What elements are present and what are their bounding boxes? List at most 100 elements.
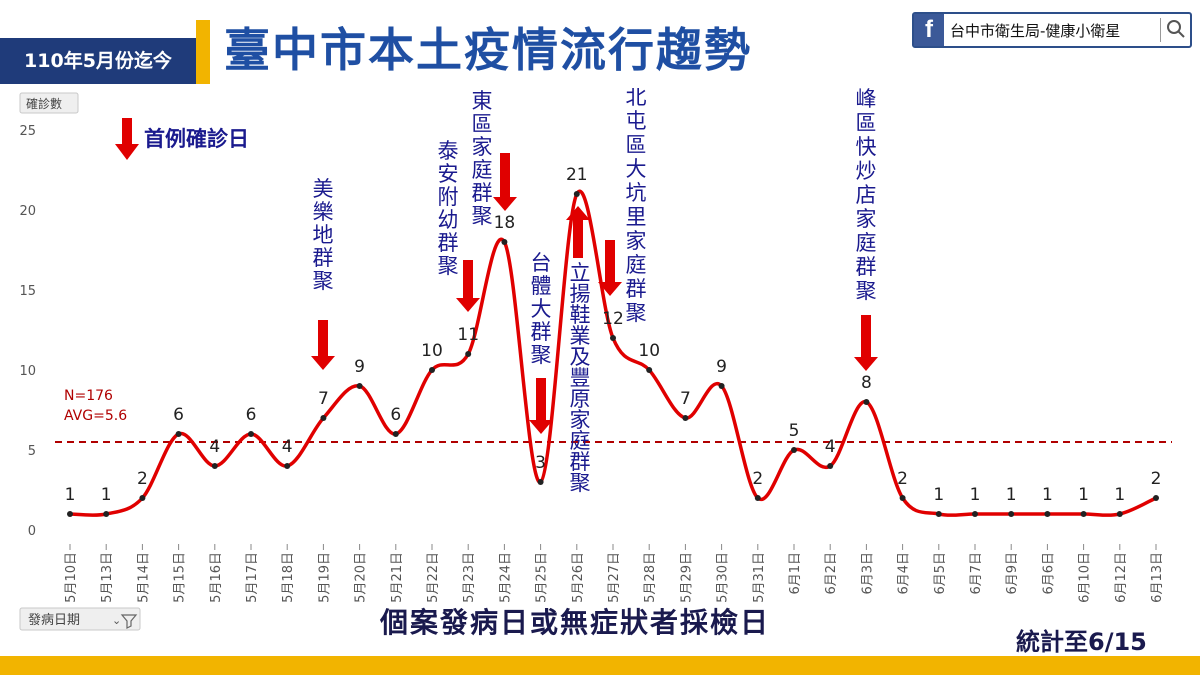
data-label: 1 — [101, 485, 112, 505]
series-line — [69, 189, 1157, 517]
search-icon[interactable] — [1166, 18, 1186, 40]
data-point — [1044, 511, 1051, 517]
x-tick-label: 6月7日 — [969, 552, 984, 595]
x-tick-label: 5月19日 — [317, 552, 332, 603]
data-label: 1 — [1114, 485, 1125, 505]
x-tick-label: 5月28日 — [643, 552, 658, 603]
x-tick-label: 5月13日 — [100, 552, 115, 603]
data-label: 6 — [390, 405, 401, 425]
data-label: 1 — [1006, 485, 1017, 505]
data-label: 4 — [825, 437, 836, 457]
data-point — [465, 351, 472, 357]
data-point — [211, 463, 218, 469]
arrow-up-icon — [566, 206, 590, 258]
x-tick-label: 6月4日 — [897, 552, 912, 595]
data-label: 1 — [933, 485, 944, 505]
data-point — [501, 239, 508, 245]
data-point — [537, 479, 544, 485]
data-label: 7 — [318, 389, 329, 409]
facebook-search-box[interactable]: f 台中市衛生局-健康小衛星 — [912, 12, 1192, 48]
data-point — [67, 511, 73, 517]
data-label: 10 — [421, 341, 443, 361]
arrow-down-icon — [456, 260, 480, 312]
period-tag: 110年5月份迄今 — [0, 38, 196, 84]
data-point — [175, 431, 182, 437]
annotation-label: 立揚鞋業及豐原家庭群聚 — [570, 261, 591, 495]
data-point — [284, 463, 291, 469]
data-label: 1 — [65, 485, 76, 505]
data-point — [646, 367, 653, 373]
x-tick-label: 5月29日 — [679, 552, 694, 603]
y-axis-label: 確診數 — [26, 96, 62, 111]
annotation-label: 東區家庭群聚 — [472, 89, 493, 228]
data-label: 6 — [246, 405, 257, 425]
data-point — [972, 511, 978, 517]
x-tick-label: 6月10日 — [1078, 552, 1093, 603]
data-point — [1008, 511, 1015, 517]
x-tick-label: 6月13日 — [1150, 552, 1165, 603]
data-label: 12 — [602, 309, 624, 329]
x-tick-label: 5月21日 — [390, 552, 405, 603]
x-tick-label: 5月18日 — [281, 552, 296, 603]
x-tick-label: 5月16日 — [209, 552, 224, 603]
data-label: 5 — [789, 421, 800, 441]
x-axis-filter-button[interactable]: 發病日期 ⌄ — [19, 607, 141, 631]
arrow-down-icon — [311, 320, 335, 370]
data-point — [682, 415, 689, 421]
y-tick-label: 25 — [19, 124, 36, 139]
arrow-down-icon — [854, 315, 878, 371]
x-tick-label: 5月20日 — [354, 552, 369, 603]
x-axis-caption: 個案發病日或無症狀者採檢日 — [380, 606, 771, 639]
data-point — [935, 511, 942, 517]
x-tick-label: 5月24日 — [498, 552, 513, 603]
annotation-label: 北屯區大坑里家庭群聚 — [626, 88, 647, 325]
data-point — [610, 335, 616, 341]
data-point — [429, 367, 435, 373]
x-tick-label: 6月5日 — [933, 552, 948, 595]
filter-icon — [120, 614, 138, 629]
data-point — [103, 511, 110, 517]
arrow-down-icon — [115, 118, 139, 160]
average-label: N=176 — [64, 388, 113, 404]
data-point — [573, 191, 580, 197]
x-tick-label: 5月10日 — [64, 552, 79, 603]
x-tick-label: 5月14日 — [136, 552, 151, 603]
data-point — [1080, 511, 1087, 517]
annotation-label: 霧峰區快炒店家庭群聚 — [856, 88, 877, 303]
data-point — [248, 431, 254, 437]
x-tick-label: 5月25日 — [535, 552, 550, 603]
facebook-page-name: 台中市衛生局-健康小衛星 — [950, 22, 1121, 40]
data-point — [1116, 511, 1123, 517]
x-tick-label: 5月31日 — [752, 552, 767, 603]
y-axis-filter-button[interactable]: 確診數 — [19, 92, 79, 114]
dropdown-icon: ⌄ — [112, 614, 121, 627]
x-tick-label: 6月3日 — [860, 552, 875, 595]
data-label: 2 — [752, 469, 763, 489]
data-point — [718, 383, 725, 389]
data-point — [139, 495, 146, 501]
arrow-down-icon — [529, 378, 553, 434]
annotation-label: 台體大群聚 — [531, 251, 552, 367]
x-tick-label: 6月1日 — [788, 552, 803, 595]
data-label: 2 — [897, 469, 908, 489]
x-tick-label: 5月17日 — [245, 552, 260, 603]
accent-bar — [196, 20, 210, 84]
data-point — [827, 463, 834, 469]
data-label: 4 — [209, 437, 220, 457]
x-tick-label: 6月9日 — [1005, 552, 1020, 595]
data-label: 1 — [1078, 485, 1089, 505]
data-label: 8 — [861, 373, 872, 393]
data-label: 1 — [970, 485, 981, 505]
data-label: 1 — [1042, 485, 1053, 505]
data-point — [863, 399, 870, 405]
page-title: 臺中市本土疫情流行趨勢 — [224, 23, 752, 77]
arrow-down-icon — [598, 240, 622, 296]
x-tick-label: 6月12日 — [1114, 552, 1129, 603]
y-tick-label: 20 — [19, 204, 36, 219]
arrow-down-icon — [493, 153, 517, 211]
data-point — [899, 495, 906, 501]
x-tick-label: 5月26日 — [571, 552, 586, 603]
y-tick-label: 15 — [19, 284, 36, 299]
x-tick-label: 5月22日 — [426, 552, 441, 603]
